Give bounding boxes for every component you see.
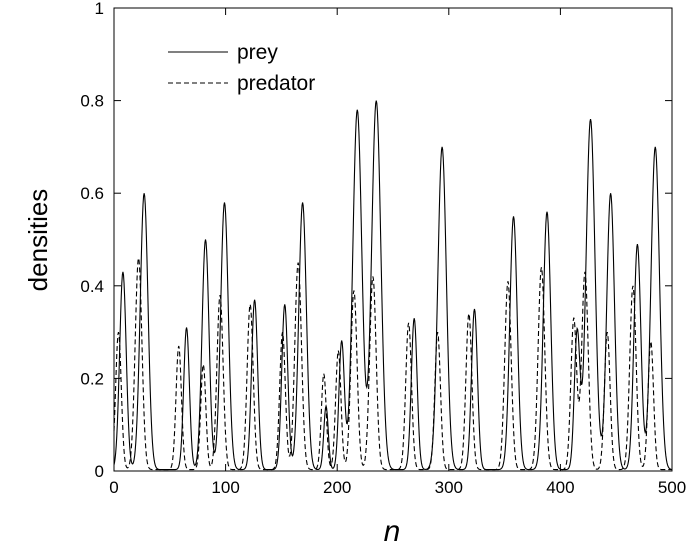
series-layer [113, 100, 673, 471]
x-tick-label: 200 [323, 478, 351, 497]
plot-frame [113, 7, 673, 472]
x-tick-label: 0 [109, 478, 118, 497]
x-axis-title: n [384, 515, 401, 548]
x-tick-label: 100 [211, 478, 239, 497]
legend-label-prey: prey [237, 41, 278, 64]
series-predator-line [113, 257, 672, 471]
y-tick-label: 0.4 [80, 277, 104, 296]
x-tick-label: 500 [658, 478, 686, 497]
y-tick-label: 0.6 [80, 184, 104, 203]
axis-ticks: 0 100 200 300 400 500 0 0.2 0.4 0.6 0.8 1 [80, 0, 686, 497]
legend: prey predator [168, 41, 315, 95]
y-tick-label: 0.8 [80, 92, 104, 111]
y-tick-label: 0 [95, 462, 104, 481]
y-tick-label: 1 [95, 0, 104, 18]
x-tick-label: 400 [546, 478, 574, 497]
y-tick-label: 0.2 [80, 369, 104, 388]
legend-label-predator: predator [237, 72, 315, 95]
y-axis-title: densities [23, 189, 53, 292]
series-prey-line [113, 100, 673, 471]
x-tick-label: 300 [435, 478, 463, 497]
